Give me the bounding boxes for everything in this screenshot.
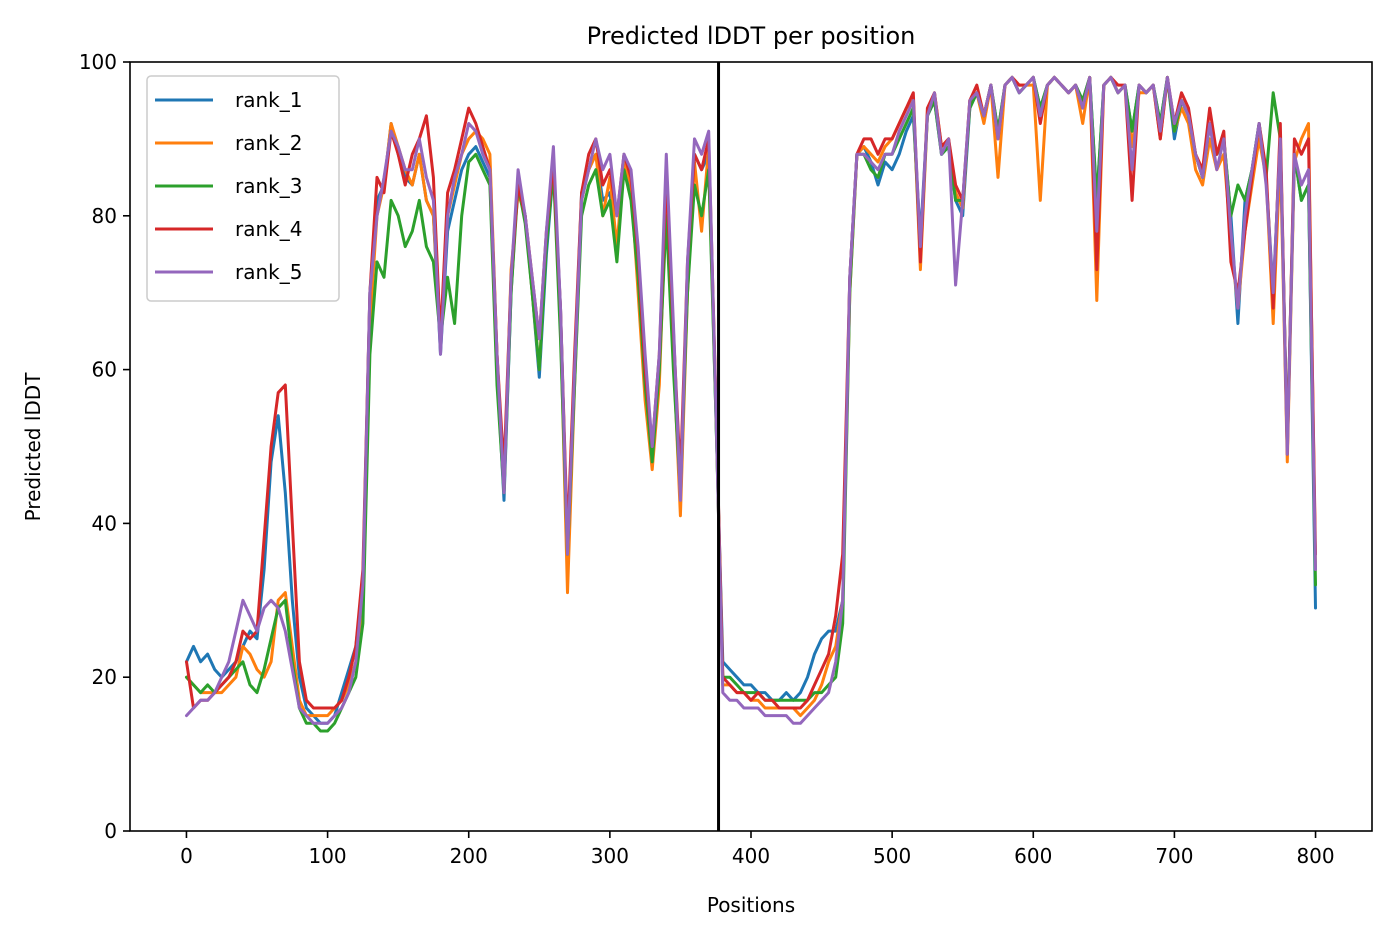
legend-label-rank_4: rank_4 (235, 217, 302, 241)
axes-layer: 0 100 200 300 400 500 600 700 800 0 20 40 60 80 100 (79, 50, 1373, 868)
x-tick-label: 300 (591, 844, 629, 868)
x-tick-label: 500 (873, 844, 911, 868)
y-tick-label: 60 (92, 358, 117, 382)
series-line-rank_5 (185, 75, 1317, 725)
legend-box (146, 75, 340, 302)
legend-label-rank_3: rank_3 (235, 174, 302, 198)
y-axis-label: Predicted lDDT (21, 372, 45, 522)
x-tick-label: 700 (1155, 844, 1193, 868)
x-tick-label: 800 (1296, 844, 1334, 868)
legend: rank_1 rank_2 rank_3 rank_4 rank_5 (146, 75, 340, 302)
y-tick-label: 0 (104, 819, 117, 843)
y-tick-label: 40 (92, 511, 117, 535)
y-tick-label: 80 (92, 204, 117, 228)
y-tick-label: 20 (92, 665, 117, 689)
x-tick-label: 400 (732, 844, 770, 868)
y-tick-label: 100 (79, 50, 117, 74)
legend-label-rank_2: rank_2 (235, 131, 302, 155)
x-axis-label: Positions (707, 893, 795, 917)
series-layer (185, 75, 1317, 733)
legend-label-rank_1: rank_1 (235, 88, 302, 112)
x-tick-label: 600 (1014, 844, 1052, 868)
legend-label-rank_5: rank_5 (235, 260, 302, 284)
x-tick-label: 200 (450, 844, 488, 868)
x-tick-label: 0 (180, 844, 193, 868)
chart-title: Predicted lDDT per position (587, 22, 916, 50)
x-tick-label: 100 (308, 844, 346, 868)
